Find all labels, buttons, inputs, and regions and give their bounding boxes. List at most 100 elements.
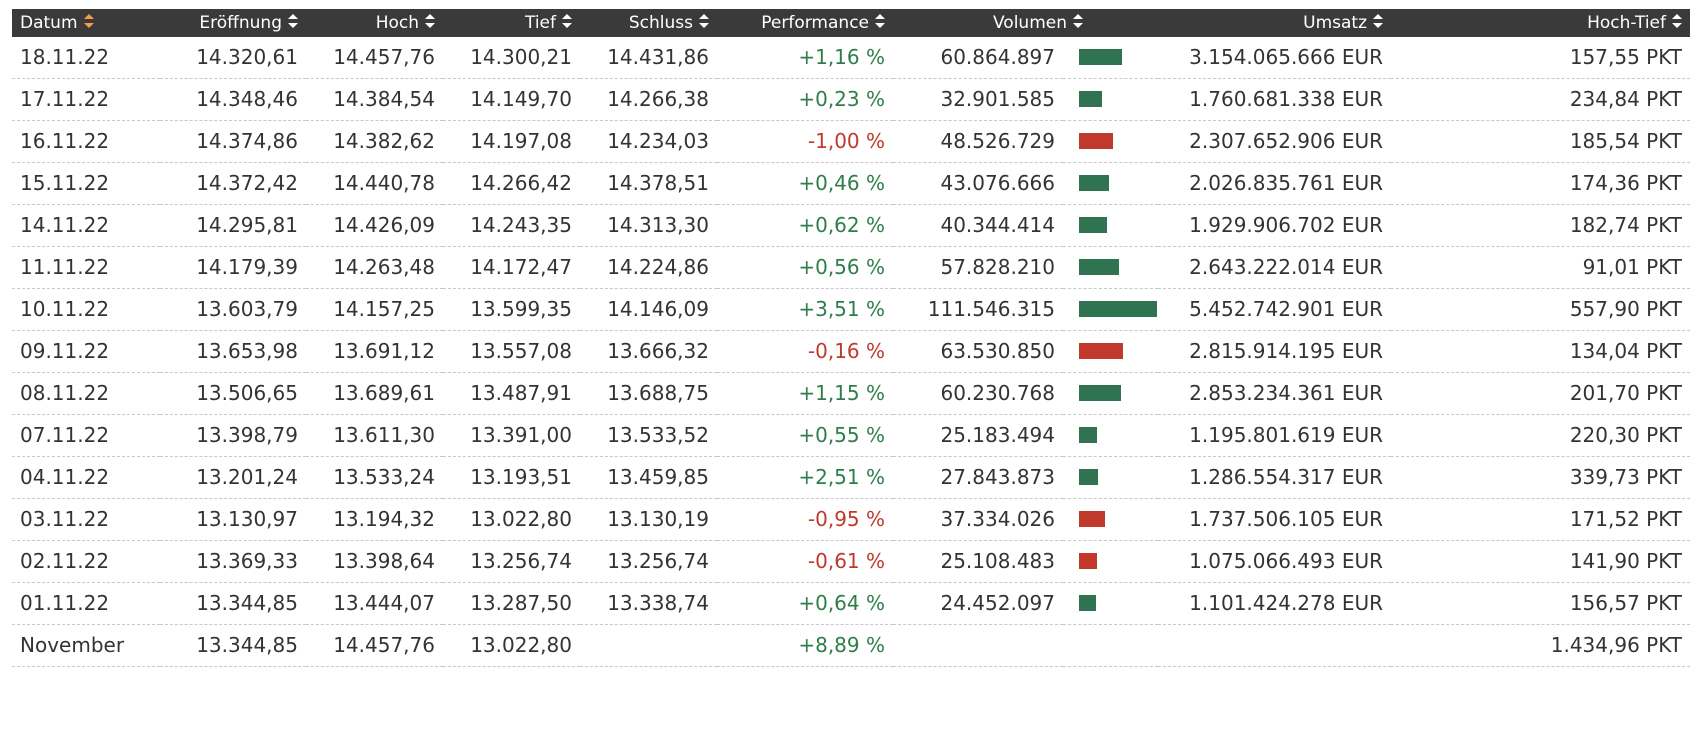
summary-volume-cell: [893, 624, 1063, 667]
close-cell: 14.266,38: [580, 78, 717, 121]
high-low-range-cell: 157,55 PKT: [1391, 37, 1691, 79]
sort-icon[interactable]: [875, 14, 885, 28]
low-cell: 14.243,35: [443, 204, 580, 247]
volume-bar: [1079, 258, 1119, 275]
table-row: 11.11.22 14.179,39 14.263,48 14.172,47 14.22…: [12, 246, 1691, 289]
column-header-hoch[interactable]: Hoch: [306, 9, 443, 37]
high-low-range-cell: 185,54 PKT: [1391, 120, 1691, 163]
close-cell: 13.533,52: [580, 414, 717, 457]
performance-cell: +0,55 %: [717, 414, 893, 457]
table-row: 04.11.22 13.201,24 13.533,24 13.193,51 13.45…: [12, 456, 1691, 499]
low-cell: 13.022,80: [443, 498, 580, 541]
high-cell: 13.611,30: [306, 414, 443, 457]
high-low-range-cell: 91,01 PKT: [1391, 246, 1691, 289]
high-low-range-cell: 234,84 PKT: [1391, 78, 1691, 121]
open-cell: 14.372,42: [160, 162, 306, 205]
sort-icon[interactable]: [562, 14, 572, 28]
volume-bar-cell: [1063, 582, 1159, 625]
open-cell: 14.348,46: [160, 78, 306, 121]
volume-bar: [1079, 90, 1102, 107]
summary-turnover-cell: [1158, 624, 1392, 667]
table-row: 16.11.22 14.374,86 14.382,62 14.197,08 14.23…: [12, 120, 1691, 163]
table-header-row: Datum Eröffnung Hoch Tief Schluss Performance…: [12, 9, 1691, 37]
open-cell: 13.603,79: [160, 288, 306, 331]
date-cell: 03.11.22: [12, 498, 160, 541]
open-cell: 13.398,79: [160, 414, 306, 457]
sort-icon[interactable]: [288, 14, 298, 28]
column-header-schluss[interactable]: Schluss: [580, 9, 717, 37]
column-header-label: Volumen: [993, 13, 1068, 33]
volume-cell: 48.526.729: [893, 120, 1063, 163]
volume-cell: 32.901.585: [893, 78, 1063, 121]
volume-bar-cell: [1063, 540, 1159, 583]
column-header-label: Datum: [20, 13, 78, 33]
turnover-cell: 1.075.066.493 EUR: [1158, 540, 1392, 583]
turnover-cell: 1.195.801.619 EUR: [1158, 414, 1392, 457]
volume-cell: 63.530.850: [893, 330, 1063, 373]
volume-cell: 25.183.494: [893, 414, 1063, 457]
volume-bar: [1079, 594, 1096, 611]
low-cell: 14.300,21: [443, 37, 580, 79]
column-header-datum[interactable]: Datum: [12, 9, 160, 37]
date-cell: 04.11.22: [12, 456, 160, 499]
high-low-range-cell: 174,36 PKT: [1391, 162, 1691, 205]
volume-bar-cell: [1063, 246, 1159, 289]
volume-cell: 27.843.873: [893, 456, 1063, 499]
sort-icon[interactable]: [1672, 14, 1683, 28]
performance-cell: -0,95 %: [717, 498, 893, 541]
table-row: 10.11.22 13.603,79 14.157,25 13.599,35 14.14…: [12, 288, 1691, 331]
low-cell: 13.487,91: [443, 372, 580, 415]
volume-bar: [1079, 468, 1098, 485]
turnover-cell: 2.307.652.906 EUR: [1158, 120, 1392, 163]
high-cell: 14.382,62: [306, 120, 443, 163]
summary-high-cell: 14.457,76: [306, 624, 443, 667]
close-cell: 14.146,09: [580, 288, 717, 331]
date-cell: 08.11.22: [12, 372, 160, 415]
close-cell: 13.459,85: [580, 456, 717, 499]
column-header-umsatz[interactable]: Umsatz: [1158, 9, 1392, 37]
table-row: 09.11.22 13.653,98 13.691,12 13.557,08 13.66…: [12, 330, 1691, 373]
volume-bar-cell: [1063, 120, 1159, 163]
performance-cell: -0,16 %: [717, 330, 893, 373]
open-cell: 14.179,39: [160, 246, 306, 289]
column-header-eroeffnung[interactable]: Eröffnung: [160, 9, 306, 37]
volume-bar: [1079, 48, 1122, 65]
column-header-tief[interactable]: Tief: [443, 9, 580, 37]
performance-cell: +1,15 %: [717, 372, 893, 415]
performance-cell: +0,46 %: [717, 162, 893, 205]
volume-bar: [1079, 552, 1097, 569]
volume-bar: [1079, 300, 1157, 317]
low-cell: 13.557,08: [443, 330, 580, 373]
turnover-cell: 1.101.424.278 EUR: [1158, 582, 1392, 625]
high-low-range-cell: 339,73 PKT: [1391, 456, 1691, 499]
low-cell: 13.256,74: [443, 540, 580, 583]
close-cell: 13.256,74: [580, 540, 717, 583]
column-header-volumen[interactable]: Volumen: [893, 9, 1159, 37]
high-cell: 13.691,12: [306, 330, 443, 373]
high-cell: 13.194,32: [306, 498, 443, 541]
sort-asc-active-icon[interactable]: [83, 14, 94, 28]
performance-cell: +0,64 %: [717, 582, 893, 625]
summary-performance-cell: +8,89 %: [717, 624, 893, 667]
high-low-range-cell: 182,74 PKT: [1391, 204, 1691, 247]
low-cell: 13.287,50: [443, 582, 580, 625]
volume-bar: [1079, 174, 1109, 191]
column-header-performance[interactable]: Performance: [717, 9, 893, 37]
performance-cell: -1,00 %: [717, 120, 893, 163]
sort-icon[interactable]: [699, 14, 709, 28]
column-header-label: Tief: [524, 13, 556, 33]
summary-high-low-range-cell: 1.434,96 PKT: [1391, 624, 1691, 667]
column-header-hochtief[interactable]: Hoch-Tief: [1391, 9, 1691, 37]
close-cell: 13.130,19: [580, 498, 717, 541]
performance-cell: +1,16 %: [717, 37, 893, 79]
summary-close-cell: [580, 624, 717, 667]
low-cell: 13.391,00: [443, 414, 580, 457]
close-cell: 13.666,32: [580, 330, 717, 373]
high-cell: 14.457,76: [306, 37, 443, 79]
volume-bar: [1079, 216, 1107, 233]
sort-icon[interactable]: [425, 14, 435, 28]
open-cell: 14.295,81: [160, 204, 306, 247]
sort-icon[interactable]: [1373, 14, 1384, 28]
high-cell: 14.157,25: [306, 288, 443, 331]
sort-icon[interactable]: [1073, 14, 1084, 28]
